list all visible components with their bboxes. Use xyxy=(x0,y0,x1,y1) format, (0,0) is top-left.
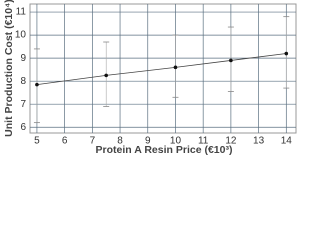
x-tick-label: 5 xyxy=(34,136,40,147)
x-tick-label: 9 xyxy=(145,136,151,147)
x-tick-label: 8 xyxy=(117,136,123,147)
y-tick-label: 11 xyxy=(16,7,27,18)
x-tick-label: 10 xyxy=(170,136,182,147)
marker xyxy=(104,73,108,78)
marker xyxy=(229,58,233,63)
x-tick-label: 12 xyxy=(225,136,237,147)
x-axis-title: Protein A Resin Price (€10³) xyxy=(96,144,233,156)
y-tick-label: 9 xyxy=(20,53,26,64)
chart: Protein A Resin Price (€10³) Unit Produc… xyxy=(3,0,297,156)
x-tick-label: 6 xyxy=(62,136,68,147)
y-tick-label: 7 xyxy=(20,99,26,110)
y-tick-label: 6 xyxy=(20,122,26,133)
y-axis-title: Unit Production Cost (€10⁴) xyxy=(3,0,15,137)
y-tick-label: 10 xyxy=(15,30,27,41)
marker xyxy=(35,82,39,87)
x-tick-label: 14 xyxy=(281,136,293,147)
marker xyxy=(173,65,178,70)
x-tick-label: 11 xyxy=(198,136,209,147)
x-tick-label: 13 xyxy=(253,136,265,147)
y-tick-label: 8 xyxy=(20,76,26,87)
marker xyxy=(284,51,289,56)
x-tick-label: 7 xyxy=(90,136,96,147)
